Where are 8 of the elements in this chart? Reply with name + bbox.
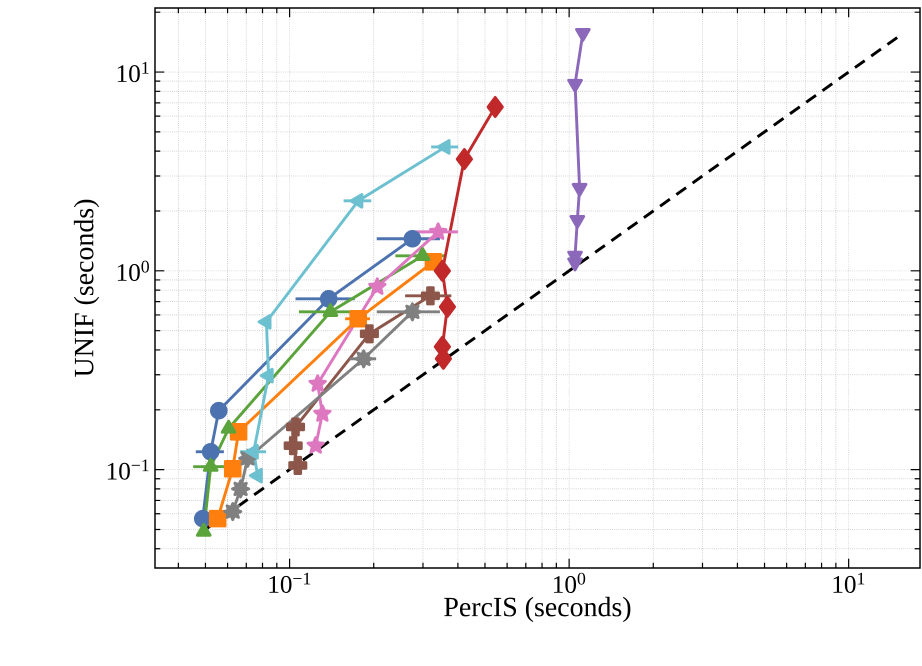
x-tick-label: 10$^{1}$: [834, 572, 864, 593]
y-tick-label: 10$^{−1}$: [108, 460, 149, 480]
x-tick-label: 10$^{−1}$: [269, 572, 310, 593]
x-axis-title: PercIS (seconds): [444, 596, 630, 622]
y-axis-title: UNIF (seconds): [74, 200, 100, 377]
x-tick-label: 10$^{0}$: [554, 572, 586, 594]
y-tick-label: 10$^{1}$: [118, 62, 149, 82]
y-tick-label: 10$^{0}$: [118, 260, 149, 281]
